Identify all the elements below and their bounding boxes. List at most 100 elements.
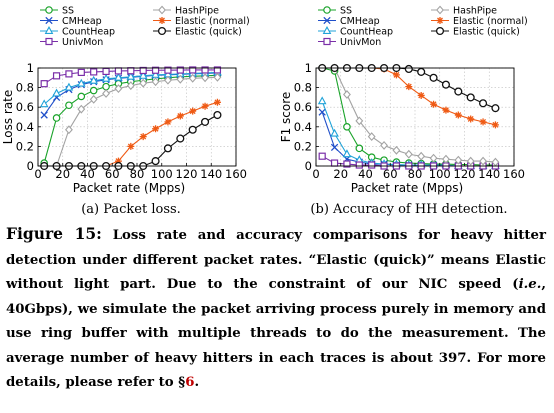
grid: [37, 67, 237, 167]
x-tick-label: 80: [130, 167, 145, 181]
y-tick-label: 0.8: [16, 81, 34, 95]
y-tick-label: 0: [305, 159, 312, 173]
data-point-univmon: [77, 68, 85, 77]
data-point-elastic-normal: [454, 111, 462, 119]
legend: SSCMHeapCountHeapUnivMonHashPipeElastic …: [318, 6, 528, 48]
legend-marker: [323, 16, 331, 25]
legend-label: Elastic (quick): [453, 27, 520, 38]
data-point-univmon: [139, 66, 147, 75]
data-point-univmon: [102, 67, 110, 76]
data-point-hashpipe: [114, 84, 123, 94]
legend-item-elastic-quick: Elastic (quick): [431, 27, 520, 38]
data-point-elastic-normal: [201, 102, 209, 110]
data-point-cmheap: [40, 111, 48, 119]
y-tick-label: 0.2: [16, 139, 34, 153]
figure-caption: Figure 15: Loss rate and accuracy compar…: [6, 222, 546, 396]
data-point-elastic-quick: [429, 73, 438, 82]
y-tick-label: 0.2: [294, 139, 312, 153]
series-univmon: [40, 66, 222, 88]
data-point-countheap: [101, 73, 111, 82]
legend-label: Elastic (normal): [453, 16, 528, 27]
data-point-elastic-quick: [404, 64, 413, 74]
caption-text-3: .: [194, 375, 200, 390]
data-point-hashpipe: [176, 74, 185, 84]
y-tick-label: 0.8: [294, 81, 312, 95]
data-point-univmon: [40, 80, 48, 88]
data-point-elastic-normal: [479, 118, 487, 126]
data-point-univmon: [368, 161, 376, 169]
data-point-hashpipe: [429, 153, 438, 163]
legend-label: UnivMon: [340, 37, 381, 48]
data-point-univmon: [127, 67, 135, 75]
data-point-hashpipe: [466, 156, 475, 166]
legend-marker: [45, 6, 53, 14]
legend-marker: [158, 5, 166, 15]
data-point-elastic-quick: [491, 104, 500, 113]
data-point-hashpipe: [65, 125, 73, 135]
data-point-countheap: [114, 72, 123, 81]
data-point-elastic-normal: [176, 112, 184, 120]
sub-caption: (a) Packet loss.: [81, 202, 181, 217]
data-point-elastic-quick: [213, 110, 222, 120]
y-tick-label: 0.6: [16, 100, 34, 114]
data-point-countheap: [64, 82, 74, 91]
data-point-ss: [77, 92, 86, 101]
data-point-elastic-normal: [467, 115, 475, 123]
x-tick-label: 40: [358, 167, 373, 181]
data-point-univmon: [90, 68, 98, 76]
data-point-countheap: [76, 78, 86, 87]
data-point-elastic-quick: [201, 117, 210, 126]
legend-marker: [45, 16, 53, 25]
caption-text-2: , 40Gbps), we simulate the packet arrivi…: [6, 277, 546, 390]
caption-ie: i.e.: [518, 277, 542, 292]
legend-item-univmon: UnivMon: [40, 37, 103, 48]
x-tick-label: 140: [478, 167, 500, 181]
data-point-elastic-quick: [188, 125, 197, 134]
x-tick-label: 100: [429, 167, 451, 181]
data-point-elastic-quick: [441, 80, 450, 89]
data-point-countheap: [317, 96, 327, 105]
data-point-elastic-normal: [442, 106, 450, 114]
data-point-hashpipe: [392, 145, 401, 155]
data-point-hashpipe: [404, 149, 413, 159]
y-tick-label: 0.4: [16, 120, 34, 134]
data-point-countheap: [138, 70, 148, 79]
legend-label: HashPipe: [453, 6, 497, 17]
data-point-countheap: [126, 71, 136, 80]
data-point-ss: [52, 114, 61, 122]
caption-section-ref[interactable]: 6: [185, 375, 195, 390]
legend-label: UnivMon: [62, 37, 103, 48]
legend-marker: [44, 26, 54, 34]
legend-label: SS: [62, 6, 74, 17]
data-point-univmon: [355, 161, 363, 169]
data-point-hashpipe: [442, 154, 450, 164]
y-tick-label: 1: [305, 61, 312, 75]
legend-marker: [436, 17, 444, 24]
legend-item-elastic-normal: Elastic (normal): [431, 16, 528, 27]
data-point-hashpipe: [367, 132, 376, 142]
caption-text-1: Loss rate and accuracy comparisons for h…: [6, 228, 546, 292]
series-line-elastic-quick: [44, 114, 218, 167]
data-point-hashpipe: [151, 77, 160, 87]
data-point-hashpipe: [201, 73, 209, 83]
x-tick-label: 160: [225, 167, 247, 181]
figure: 0 20 40 60 80 100 120 140 16000.20.40.60.81Packe…: [1, 5, 528, 218]
legend-label: CMHeap: [62, 16, 102, 27]
data-point-elastic-normal: [430, 100, 438, 108]
legend-item-cmheap: CMHeap: [40, 16, 102, 27]
data-point-elastic-normal: [213, 98, 221, 106]
data-point-ss: [65, 101, 73, 110]
data-point-hashpipe: [380, 140, 388, 150]
legend-label: SS: [340, 6, 352, 17]
sub-caption: (b) Accuracy of HH detection.: [310, 202, 507, 217]
legend-marker: [435, 26, 445, 36]
data-point-univmon: [330, 159, 339, 167]
legend-label: Elastic (quick): [175, 27, 242, 38]
legend-item-ss: SS: [40, 6, 74, 17]
data-point-univmon: [176, 66, 184, 74]
data-point-hashpipe: [213, 72, 222, 82]
y-axis-label: Loss rate: [1, 90, 15, 145]
data-point-elastic-quick: [479, 99, 488, 108]
data-point-hashpipe: [126, 81, 135, 91]
data-point-univmon: [114, 67, 123, 75]
